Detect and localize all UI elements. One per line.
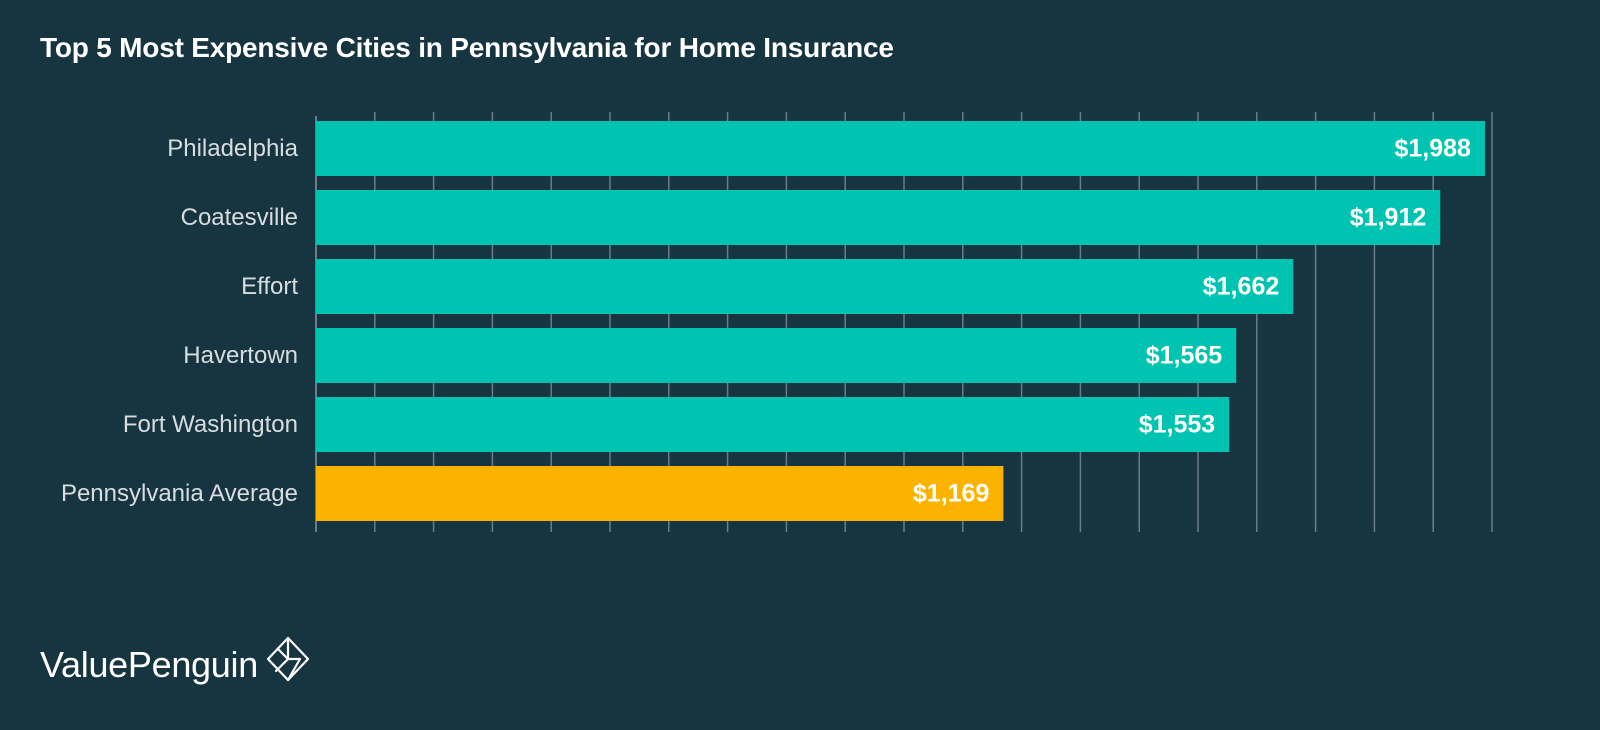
value-label: $1,662	[1203, 273, 1279, 301]
category-label: Pennsylvania Average	[61, 480, 298, 507]
brand-mark: ValuePenguin	[40, 636, 312, 690]
chart-gridlines	[315, 112, 1493, 532]
category-label: Philadelphia	[167, 135, 298, 162]
chart-title: Top 5 Most Expensive Cities in Pennsylva…	[40, 32, 894, 63]
bar-chart: Philadelphia $1,988 Coatesville $1,912 Effor…	[61, 112, 1493, 532]
brand-name: ValuePenguin	[40, 644, 258, 685]
bar	[316, 121, 1485, 176]
value-label: $1,988	[1394, 135, 1471, 163]
bar	[316, 328, 1237, 383]
category-label: Effort	[241, 273, 298, 300]
category-label: Fort Washington	[123, 411, 298, 438]
bar	[316, 259, 1294, 314]
bar	[316, 397, 1230, 452]
chart-labels: Philadelphia $1,988 Coatesville $1,912 Effor…	[61, 135, 1471, 508]
chart-bars	[316, 121, 1485, 521]
value-label: $1,169	[913, 480, 989, 508]
category-label: Coatesville	[181, 204, 298, 231]
value-label: $1,565	[1146, 342, 1223, 370]
penguin-diamond-icon	[266, 636, 310, 682]
bar	[316, 190, 1441, 245]
value-label: $1,553	[1139, 411, 1215, 439]
bar	[316, 466, 1004, 521]
value-label: $1,912	[1350, 204, 1426, 232]
category-label: Havertown	[183, 342, 298, 369]
